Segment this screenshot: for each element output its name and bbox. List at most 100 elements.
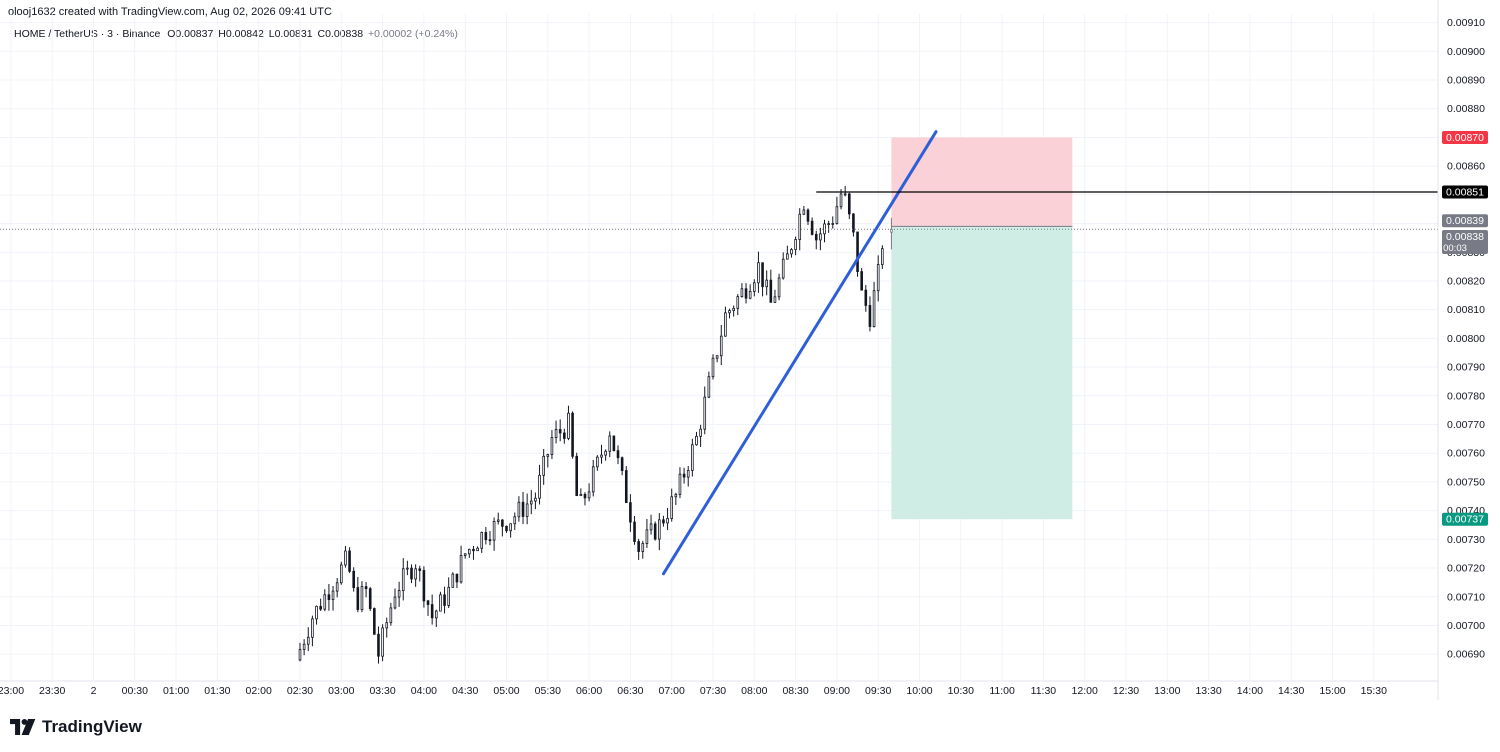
candle-body: [447, 586, 450, 606]
level-price-tag: 0.00851: [1442, 185, 1488, 199]
candle: [757, 251, 760, 293]
candle: [447, 577, 450, 609]
x-tick-label: 13:00: [1154, 685, 1180, 697]
candle-body: [740, 288, 744, 298]
y-tick-label: 0.00700: [1447, 620, 1485, 632]
candle: [802, 205, 806, 216]
candle: [744, 283, 748, 304]
candle-body: [567, 412, 570, 439]
x-tick-label: 05:30: [535, 685, 561, 697]
candle: [476, 546, 479, 552]
candle: [381, 624, 384, 662]
candle-body: [430, 604, 434, 619]
candle-body: [381, 627, 384, 657]
candle-body: [319, 605, 322, 610]
candle: [633, 515, 636, 545]
candle: [368, 587, 372, 612]
candle-body: [645, 529, 649, 544]
stop-price-tag-text: 0.00870: [1446, 132, 1484, 144]
candle: [451, 572, 455, 588]
candle-body: [554, 429, 558, 439]
x-tick-label: 04:30: [452, 685, 478, 697]
candle: [790, 248, 793, 258]
candle: [658, 513, 661, 551]
x-tick-label: 01:30: [204, 685, 230, 697]
candle-body: [835, 206, 839, 224]
candle-body: [468, 548, 471, 555]
candle: [876, 255, 880, 302]
candle-body: [674, 493, 678, 498]
y-tick-label: 0.00880: [1447, 103, 1485, 115]
symbol-name[interactable]: HOME / TetherUS · 3 · Binance: [14, 28, 161, 40]
candle-body: [856, 231, 859, 272]
candle: [434, 609, 438, 627]
candle-body: [306, 636, 310, 645]
candle: [439, 591, 442, 612]
candle-body: [505, 525, 508, 532]
candle: [422, 566, 426, 608]
candle-body: [302, 643, 306, 650]
candle-body: [719, 335, 723, 357]
candle: [546, 453, 550, 468]
candle: [579, 488, 583, 497]
candle: [352, 567, 355, 592]
x-tick-label: 15:00: [1319, 685, 1345, 697]
x-tick-label: 05:00: [493, 685, 519, 697]
candle: [339, 561, 343, 585]
candle: [571, 411, 574, 459]
candle-body: [682, 473, 686, 478]
candle-body: [521, 501, 525, 517]
candle-body: [753, 282, 756, 292]
candle: [748, 284, 752, 300]
candle: [827, 220, 830, 233]
candle-body: [707, 376, 711, 398]
candle: [591, 459, 595, 497]
candle: [414, 564, 417, 587]
candle-body: [653, 523, 657, 540]
candle-body: [591, 466, 595, 493]
take-profit-zone: [891, 226, 1073, 520]
candle-body: [517, 501, 521, 518]
candle-body: [769, 279, 773, 303]
low-label: L: [268, 28, 275, 40]
candle-body: [323, 594, 327, 610]
candle-body: [587, 491, 591, 499]
tradingview-logo[interactable]: TradingView: [10, 717, 142, 737]
candle-body: [641, 543, 645, 552]
candle-body: [629, 502, 632, 523]
candle: [868, 296, 872, 332]
candle-body: [538, 474, 541, 499]
candle-body: [385, 622, 389, 629]
candle-body: [612, 435, 616, 452]
candle-body: [695, 435, 698, 446]
candle-body: [476, 547, 479, 552]
candle: [691, 438, 694, 477]
candle: [670, 488, 673, 522]
change-value: +0.00002 (+0.24%): [367, 28, 458, 40]
candle: [492, 517, 496, 551]
candle-body: [579, 493, 583, 497]
candle: [624, 466, 628, 504]
candle-body: [847, 193, 851, 215]
entry-price-tag-bg: [1442, 214, 1488, 228]
y-tick-label: 0.00720: [1447, 563, 1485, 575]
candle: [835, 196, 839, 225]
candle-body: [443, 594, 446, 606]
candle-body: [864, 289, 868, 306]
candle: [443, 586, 446, 614]
candle-body: [703, 396, 707, 430]
candle: [620, 456, 624, 476]
candle-body: [814, 233, 818, 241]
x-tick-label: 23:00: [0, 685, 24, 697]
candle: [629, 494, 632, 532]
y-tick-label: 0.00810: [1447, 304, 1485, 316]
candle-body: [488, 539, 492, 542]
tradingview-logo-icon: [10, 719, 36, 735]
x-tick-label: 14:30: [1278, 685, 1304, 697]
candle-body: [757, 262, 760, 284]
candle-body: [711, 357, 715, 378]
candle-body: [790, 249, 793, 255]
x-tick-label: 03:30: [369, 685, 395, 697]
candle-body: [773, 296, 777, 303]
